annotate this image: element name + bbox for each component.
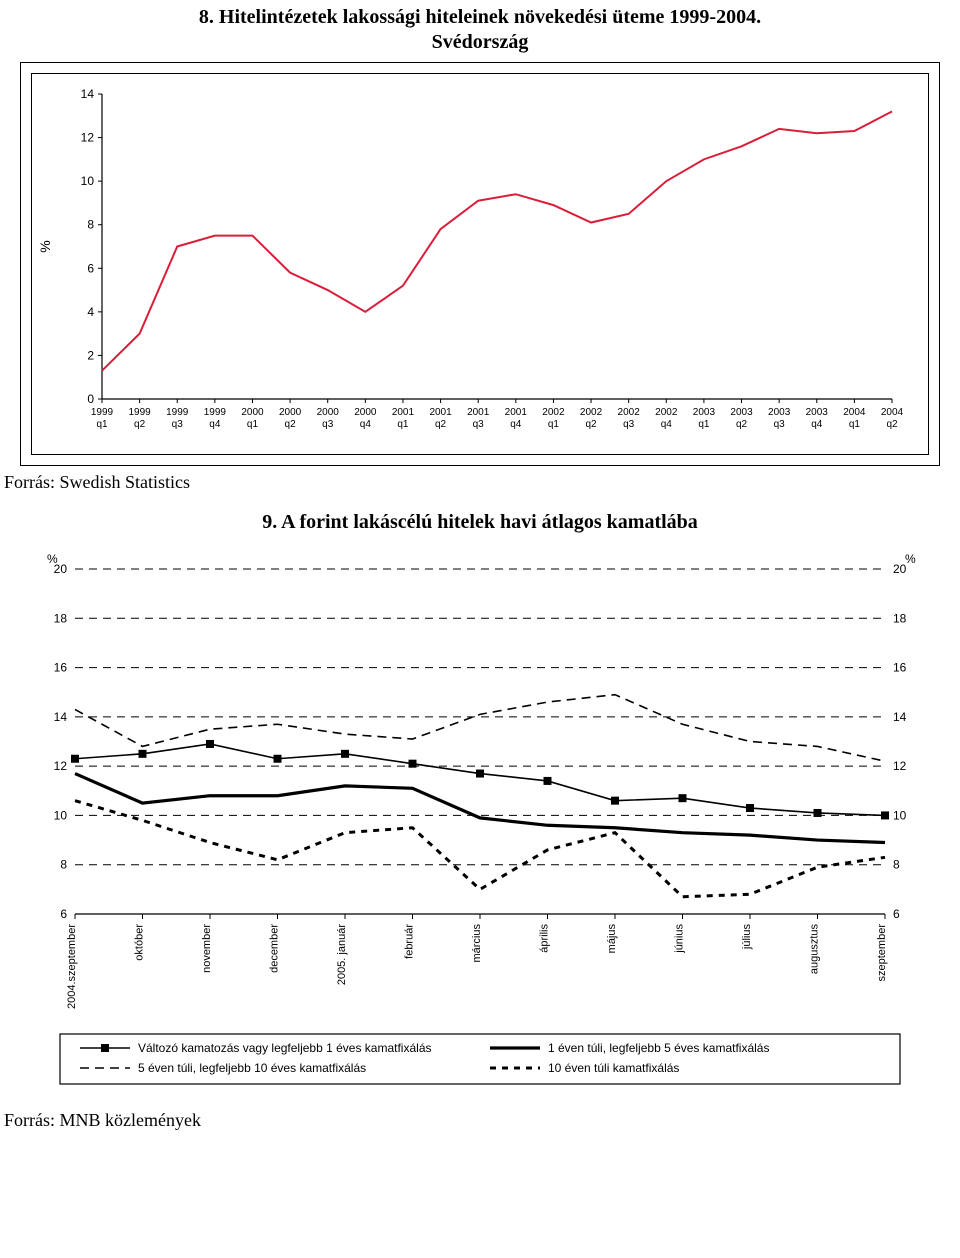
svg-text:2000: 2000 bbox=[279, 407, 302, 418]
svg-text:1999: 1999 bbox=[91, 407, 114, 418]
svg-text:2004: 2004 bbox=[881, 407, 904, 418]
svg-text:14: 14 bbox=[54, 710, 68, 724]
svg-text:szeptember: szeptember bbox=[876, 924, 888, 982]
svg-text:december: december bbox=[269, 924, 281, 973]
svg-text:q1: q1 bbox=[247, 419, 259, 430]
svg-text:2: 2 bbox=[87, 348, 94, 362]
chart1-svg: 024681012141999q11999q21999q31999q42000q… bbox=[32, 74, 912, 454]
svg-text:8: 8 bbox=[893, 858, 900, 872]
svg-text:%: % bbox=[47, 552, 58, 566]
svg-text:október: október bbox=[134, 924, 146, 961]
svg-text:14: 14 bbox=[81, 87, 95, 101]
svg-text:november: november bbox=[201, 924, 213, 973]
svg-text:q3: q3 bbox=[623, 419, 635, 430]
svg-text:6: 6 bbox=[60, 907, 67, 921]
svg-text:12: 12 bbox=[893, 759, 907, 773]
svg-text:4: 4 bbox=[87, 305, 94, 319]
chart1-title-line1: 8. Hitelintézetek lakossági hiteleinek n… bbox=[40, 6, 920, 29]
svg-text:q2: q2 bbox=[134, 419, 146, 430]
svg-text:10: 10 bbox=[893, 808, 907, 822]
svg-text:q4: q4 bbox=[360, 419, 372, 430]
svg-text:18: 18 bbox=[893, 611, 907, 625]
svg-text:6: 6 bbox=[893, 907, 900, 921]
svg-text:q1: q1 bbox=[96, 419, 108, 430]
svg-text:2000: 2000 bbox=[354, 407, 377, 418]
svg-text:2003: 2003 bbox=[730, 407, 753, 418]
chart2-svg: 6688101012121414161618182020%%2004.szept… bbox=[20, 544, 940, 1104]
svg-text:q2: q2 bbox=[585, 419, 597, 430]
svg-text:q2: q2 bbox=[435, 419, 447, 430]
svg-text:q1: q1 bbox=[397, 419, 409, 430]
svg-text:q2: q2 bbox=[886, 419, 898, 430]
svg-text:q1: q1 bbox=[849, 419, 861, 430]
svg-text:8: 8 bbox=[87, 218, 94, 232]
svg-text:16: 16 bbox=[54, 661, 68, 675]
svg-text:18: 18 bbox=[54, 611, 68, 625]
svg-text:2003: 2003 bbox=[806, 407, 829, 418]
svg-text:február: február bbox=[404, 924, 416, 959]
chart1-inner-frame: 024681012141999q11999q21999q31999q42000q… bbox=[31, 73, 929, 455]
chart2-frame: 6688101012121414161618182020%%2004.szept… bbox=[20, 544, 940, 1104]
svg-text:március: március bbox=[471, 924, 483, 963]
svg-text:2000: 2000 bbox=[317, 407, 340, 418]
svg-text:2002: 2002 bbox=[542, 407, 565, 418]
svg-text:2004.szeptember: 2004.szeptember bbox=[66, 924, 78, 1009]
svg-text:2004: 2004 bbox=[843, 407, 866, 418]
svg-text:2005. január: 2005. január bbox=[336, 924, 348, 985]
svg-text:1 éven túli, legfeljebb 5 éves: 1 éven túli, legfeljebb 5 éves kamatfixá… bbox=[548, 1041, 769, 1055]
svg-text:%: % bbox=[905, 552, 916, 566]
svg-text:0: 0 bbox=[87, 392, 94, 406]
svg-text:július: július bbox=[741, 924, 753, 951]
svg-text:q3: q3 bbox=[774, 419, 786, 430]
svg-text:q3: q3 bbox=[172, 419, 184, 430]
svg-text:2001: 2001 bbox=[392, 407, 415, 418]
svg-text:1999: 1999 bbox=[166, 407, 189, 418]
svg-text:2001: 2001 bbox=[467, 407, 490, 418]
svg-text:q4: q4 bbox=[661, 419, 673, 430]
svg-text:2002: 2002 bbox=[655, 407, 678, 418]
svg-text:q2: q2 bbox=[736, 419, 748, 430]
svg-text:10: 10 bbox=[81, 174, 95, 188]
svg-text:5 éven túli, legfeljebb 10 éve: 5 éven túli, legfeljebb 10 éves kamatfix… bbox=[138, 1061, 366, 1075]
svg-text:14: 14 bbox=[893, 710, 907, 724]
svg-text:április: április bbox=[539, 924, 551, 953]
svg-text:8: 8 bbox=[60, 858, 67, 872]
chart1-outer-frame: 024681012141999q11999q21999q31999q42000q… bbox=[20, 62, 940, 466]
svg-text:1999: 1999 bbox=[128, 407, 151, 418]
svg-text:q3: q3 bbox=[322, 419, 334, 430]
svg-text:%: % bbox=[37, 240, 53, 252]
svg-text:q4: q4 bbox=[811, 419, 823, 430]
chart2-source: Forrás: MNB közlemények bbox=[4, 1110, 956, 1131]
svg-text:2002: 2002 bbox=[580, 407, 603, 418]
svg-text:q4: q4 bbox=[209, 419, 221, 430]
chart1-title-line2: Svédország bbox=[0, 31, 960, 54]
svg-text:2003: 2003 bbox=[693, 407, 716, 418]
svg-text:q1: q1 bbox=[698, 419, 710, 430]
svg-text:Változó kamatozás vagy legfelj: Változó kamatozás vagy legfeljebb 1 éves… bbox=[138, 1041, 432, 1055]
svg-text:6: 6 bbox=[87, 261, 94, 275]
svg-text:május: május bbox=[606, 924, 618, 954]
svg-text:16: 16 bbox=[893, 661, 907, 675]
svg-text:1999: 1999 bbox=[204, 407, 227, 418]
svg-text:q2: q2 bbox=[285, 419, 297, 430]
svg-text:június: június bbox=[674, 924, 686, 954]
svg-text:q4: q4 bbox=[510, 419, 522, 430]
svg-text:10: 10 bbox=[54, 808, 68, 822]
svg-text:augusztus: augusztus bbox=[809, 924, 821, 975]
svg-text:12: 12 bbox=[81, 131, 95, 145]
svg-text:12: 12 bbox=[54, 759, 68, 773]
svg-text:2003: 2003 bbox=[768, 407, 791, 418]
svg-text:2001: 2001 bbox=[429, 407, 452, 418]
chart1-source: Forrás: Swedish Statistics bbox=[4, 472, 956, 493]
chart2-title: 9. A forint lakáscélú hitelek havi átlag… bbox=[40, 511, 920, 534]
svg-text:2000: 2000 bbox=[241, 407, 264, 418]
svg-text:q3: q3 bbox=[473, 419, 485, 430]
svg-text:q1: q1 bbox=[548, 419, 560, 430]
svg-text:2002: 2002 bbox=[618, 407, 641, 418]
svg-text:2001: 2001 bbox=[505, 407, 528, 418]
svg-text:10 éven túli kamatfixálás: 10 éven túli kamatfixálás bbox=[548, 1061, 679, 1075]
